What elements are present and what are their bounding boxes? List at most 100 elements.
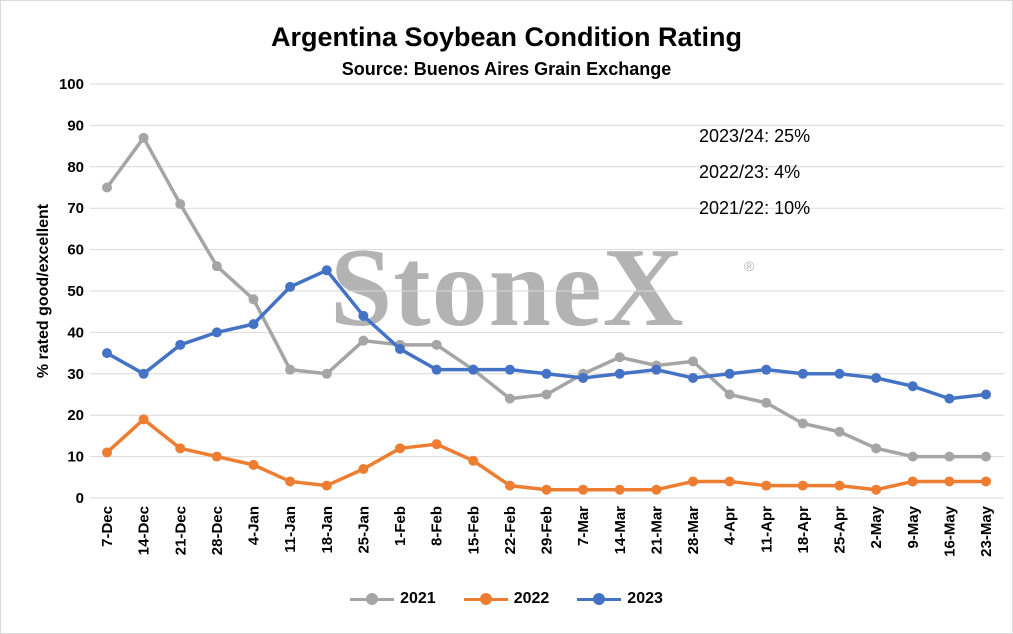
data-point-2022 <box>395 443 405 454</box>
watermark-logo: StoneX <box>330 226 685 350</box>
data-point-2021 <box>102 182 112 193</box>
legend: 2021 2022 2023 <box>0 590 1013 608</box>
data-point-2023 <box>871 372 882 383</box>
data-point-2021 <box>321 368 332 379</box>
x-tick-label: 8-Feb <box>429 506 446 546</box>
data-point-2022 <box>175 443 186 454</box>
data-point-2023 <box>981 389 991 400</box>
data-point-2021 <box>541 389 552 400</box>
legend-label: 2022 <box>513 590 550 607</box>
data-point-2023 <box>175 339 186 350</box>
data-point-2022 <box>871 484 882 495</box>
data-point-2023 <box>944 393 955 404</box>
data-point-2021 <box>614 352 625 363</box>
data-point-2021 <box>761 397 772 408</box>
y-tick-label: 50 <box>67 283 84 300</box>
x-tick-label: 1-Feb <box>392 506 409 546</box>
x-tick-label: 7-Dec <box>99 506 116 547</box>
data-point-2021 <box>981 451 991 462</box>
legend-item-2022: 2022 <box>463 590 550 608</box>
data-point-2023 <box>614 368 625 379</box>
data-point-2022 <box>504 480 515 491</box>
data-point-2022 <box>578 484 589 495</box>
data-point-2022 <box>724 476 735 487</box>
y-tick-label: 10 <box>67 449 84 466</box>
x-tick-label: 21-Mar <box>648 506 665 555</box>
data-point-2021 <box>358 335 369 346</box>
x-tick-label: 22-Feb <box>502 506 519 554</box>
watermark-registered-mark: ® <box>744 258 755 274</box>
data-point-2022 <box>211 451 222 462</box>
x-tick-label: 15-Feb <box>465 506 482 554</box>
data-point-2023 <box>797 368 808 379</box>
data-point-2022 <box>358 464 369 475</box>
series-line-2022 <box>105 417 986 492</box>
y-tick-label: 80 <box>67 159 84 176</box>
data-point-2022 <box>285 476 296 487</box>
data-point-2021 <box>724 389 735 400</box>
data-point-2022 <box>321 480 332 491</box>
x-tick-label: 2-May <box>868 505 885 548</box>
data-point-2022 <box>797 480 808 491</box>
data-point-2021 <box>504 393 515 404</box>
data-point-2023 <box>688 372 698 383</box>
data-point-2021 <box>211 261 222 272</box>
annotation-2021-22: 2021/22: 10% <box>699 198 811 218</box>
data-point-2021 <box>944 451 955 462</box>
x-tick-label: 18-Apr <box>795 506 812 554</box>
x-tick-label: 14-Dec <box>136 506 153 555</box>
y-axis-label: % rated good/excellent <box>35 203 52 378</box>
x-tick-label: 11-Jan <box>282 506 299 553</box>
data-point-2022 <box>431 439 442 450</box>
data-point-2023 <box>248 319 259 330</box>
data-point-2023 <box>724 368 735 379</box>
data-point-2023 <box>138 368 149 379</box>
data-point-2021 <box>138 132 149 143</box>
x-tick-label: 16-May <box>941 505 958 557</box>
data-point-2023 <box>578 372 589 383</box>
x-tick-label: 11-Apr <box>758 506 775 553</box>
legend-swatch <box>577 591 622 607</box>
x-tick-label: 25-Apr <box>832 506 849 554</box>
x-tick-label: 23-May <box>978 505 995 557</box>
data-point-2022 <box>981 476 991 487</box>
data-point-2023 <box>541 368 552 379</box>
data-point-2021 <box>248 294 259 305</box>
data-point-2022 <box>102 447 112 458</box>
x-tick-label: 18-Jan <box>319 506 336 554</box>
data-point-2022 <box>688 476 698 487</box>
data-point-2022 <box>761 480 772 491</box>
data-point-2022 <box>248 459 259 470</box>
data-point-2023 <box>358 310 369 321</box>
data-point-2021 <box>688 356 698 367</box>
chart-title: Argentina Soybean Condition Rating <box>271 22 742 52</box>
data-point-2023 <box>651 364 662 375</box>
data-point-2023 <box>321 265 332 276</box>
x-tick-label: 4-Apr <box>722 506 739 545</box>
y-tick-label: 100 <box>59 76 84 93</box>
legend-item-2021: 2021 <box>350 590 436 608</box>
data-point-2023 <box>761 364 772 375</box>
x-tick-label: 4-Jan <box>246 506 263 545</box>
y-tick-label: 70 <box>67 200 84 217</box>
y-tick-label: 0 <box>76 490 84 507</box>
data-point-2022 <box>614 484 625 495</box>
data-point-2023 <box>834 368 845 379</box>
x-tick-label: 25-Jan <box>355 506 372 554</box>
data-point-2021 <box>834 426 845 437</box>
y-tick-label: 90 <box>67 117 84 134</box>
data-point-2021 <box>431 339 442 350</box>
data-point-2022 <box>651 484 662 495</box>
data-point-2023 <box>431 364 442 375</box>
x-tick-label: 28-Mar <box>685 506 702 555</box>
y-tick-label: 20 <box>67 407 84 424</box>
x-tick-label: 29-Feb <box>539 506 556 554</box>
data-point-2023 <box>395 343 405 354</box>
annotation-2022-23: 2022/23: 4% <box>699 162 801 182</box>
data-point-2022 <box>138 414 149 425</box>
data-point-2021 <box>285 364 296 375</box>
legend-swatch <box>463 591 508 607</box>
data-point-2021 <box>797 418 808 429</box>
x-tick-label: 21-Dec <box>172 506 189 555</box>
